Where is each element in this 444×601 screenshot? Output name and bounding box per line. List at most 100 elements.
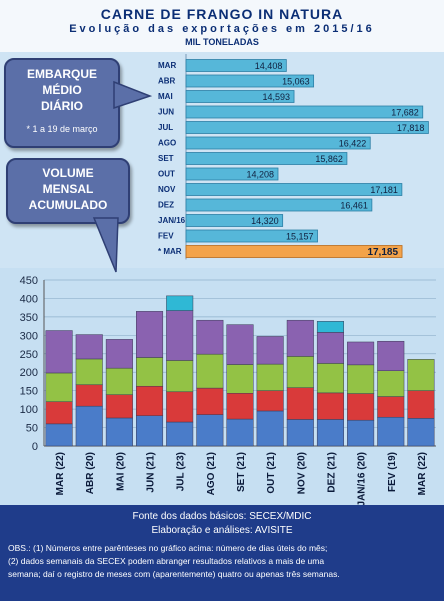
daily-value-label: 17,682 bbox=[391, 108, 419, 118]
daily-category-label: JUL bbox=[158, 123, 173, 132]
stack-segment bbox=[136, 311, 164, 358]
stack-segment bbox=[316, 332, 344, 364]
source-text: Fonte dos dados básicos: SECEX/MDIC bbox=[132, 511, 312, 522]
stack-segment bbox=[256, 336, 284, 365]
stack-segment bbox=[286, 319, 314, 357]
daily-category-label: JUN bbox=[158, 108, 174, 117]
daily-category-label: MAR bbox=[158, 61, 176, 70]
callout-daily-line-1: EMBARQUE bbox=[26, 67, 97, 81]
stack-segment bbox=[256, 363, 284, 391]
footer: Fonte dos dados básicos: SECEX/MDIC Elab… bbox=[0, 505, 444, 601]
callout-monthly-line-1: VOLUME bbox=[42, 166, 94, 180]
stack-segment bbox=[105, 339, 133, 369]
y-tick-label: 250 bbox=[20, 349, 38, 361]
obs-line-1: OBS.: (1) Números entre parênteses no gr… bbox=[8, 543, 328, 553]
daily-category-label: FEV bbox=[158, 232, 174, 241]
daily-category-label: OUT bbox=[158, 170, 175, 179]
daily-value-label: 16,461 bbox=[340, 201, 368, 211]
stack-segment bbox=[226, 364, 254, 394]
x-tick-label: JUN (21) bbox=[146, 452, 157, 493]
stack-segment bbox=[377, 370, 405, 397]
stack-segment bbox=[316, 419, 344, 447]
callout-daily-line-3: DIÁRIO bbox=[41, 99, 83, 113]
stack-segment bbox=[196, 319, 224, 355]
x-tick-label: MAI (20) bbox=[115, 452, 126, 491]
daily-category-label: NOV bbox=[158, 185, 176, 194]
daily-category-label: DEZ bbox=[158, 201, 174, 210]
stack-segment bbox=[377, 396, 405, 418]
daily-bar bbox=[185, 214, 284, 227]
x-tick-label: NOV (20) bbox=[296, 452, 307, 494]
stack-segment bbox=[166, 360, 194, 393]
daily-chart-panel: MAR 14,408 ABR 15,063 MAI 14,593 JUN 17,682 JUL 1… bbox=[0, 52, 444, 268]
y-tick-label: 100 bbox=[20, 404, 38, 416]
daily-value-label: 17,181 bbox=[370, 185, 398, 195]
stack-segment bbox=[407, 359, 435, 391]
daily-bar bbox=[185, 59, 287, 72]
y-tick-label: 150 bbox=[20, 386, 38, 398]
y-tick-label: 350 bbox=[20, 312, 38, 324]
stack-segment bbox=[407, 390, 435, 419]
x-tick-label: JUL (23) bbox=[176, 452, 187, 491]
stack-segment bbox=[45, 401, 73, 425]
callout-daily-pointer bbox=[113, 80, 152, 110]
callout-daily-line-2: MÉDIO bbox=[42, 83, 82, 97]
stack-segment bbox=[347, 419, 375, 447]
daily-bar bbox=[185, 136, 371, 150]
daily-bar bbox=[185, 152, 348, 165]
y-tick-label: 450 bbox=[20, 275, 38, 287]
x-tick-label: SET (21) bbox=[236, 452, 247, 492]
daily-bar bbox=[185, 198, 373, 212]
stack-segment bbox=[226, 392, 254, 420]
daily-value-label: 16,422 bbox=[339, 139, 367, 149]
x-tick-label: FEV (19) bbox=[387, 452, 398, 492]
stack-segment bbox=[75, 358, 103, 386]
daily-bar bbox=[185, 90, 295, 103]
stack-segment bbox=[166, 421, 194, 447]
daily-value-label: 17,818 bbox=[397, 123, 425, 133]
stack-segment bbox=[256, 410, 284, 447]
stack-segment bbox=[196, 387, 224, 415]
daily-value-label: 14,408 bbox=[255, 61, 283, 71]
daily-category-label: MAI bbox=[158, 92, 173, 101]
daily-bar bbox=[185, 74, 315, 88]
monthly-volume-stacked-chart: 0 50 100 150 200 250 300 350 400 450 MAR (22) ABR (… bbox=[20, 275, 436, 505]
daily-bar bbox=[185, 245, 403, 258]
daily-value-label: 14,208 bbox=[246, 170, 274, 180]
y-tick-label: 200 bbox=[20, 367, 38, 379]
stack-segment bbox=[286, 387, 314, 420]
daily-value-label: 14,320 bbox=[251, 216, 279, 226]
stack-segment bbox=[136, 415, 164, 447]
callout-daily: EMBARQUE MÉDIO DIÁRIO * 1 a 19 de março bbox=[4, 58, 120, 148]
monthly-chart-panel: 0 50 100 150 200 250 300 350 400 450 MAR (22) ABR (… bbox=[0, 268, 444, 505]
x-tick-label: ABR (20) bbox=[85, 452, 96, 494]
y-tick-label: 0 bbox=[32, 441, 38, 453]
daily-average-bar-chart: MAR 14,408 ABR 15,063 MAI 14,593 JUN 17,682 JUL 1… bbox=[158, 54, 429, 260]
y-tick-label: 50 bbox=[26, 423, 38, 435]
daily-category-label: * MAR bbox=[158, 247, 182, 256]
stack-segment bbox=[105, 417, 133, 447]
stack-segment bbox=[407, 418, 435, 447]
stack-segment bbox=[316, 363, 344, 394]
stack-segment bbox=[286, 356, 314, 388]
callout-monthly: VOLUME MENSAL ACUMULADO bbox=[6, 158, 130, 224]
stack-segment bbox=[105, 394, 133, 419]
stack-segment bbox=[136, 385, 164, 417]
daily-value-label: 17,185 bbox=[367, 247, 398, 258]
daily-bar bbox=[185, 121, 429, 134]
daily-category-label: JAN/16 bbox=[158, 216, 186, 225]
stack-segment bbox=[316, 321, 344, 333]
stack-segment bbox=[75, 334, 103, 360]
stack-segment bbox=[75, 384, 103, 407]
daily-category-label: AGO bbox=[158, 139, 176, 148]
stack-segment bbox=[226, 418, 254, 447]
daily-category-label: SET bbox=[158, 154, 174, 163]
stack-segment bbox=[166, 310, 194, 361]
daily-bar bbox=[185, 183, 403, 196]
header: CARNE DE FRANGO IN NATURA Evolução das e… bbox=[0, 0, 444, 52]
stack-segment bbox=[166, 391, 194, 423]
stack-segment bbox=[45, 423, 73, 447]
stack-segment bbox=[105, 367, 133, 395]
stack-segment bbox=[347, 393, 375, 421]
x-tick-label: MAR (22) bbox=[55, 452, 66, 495]
